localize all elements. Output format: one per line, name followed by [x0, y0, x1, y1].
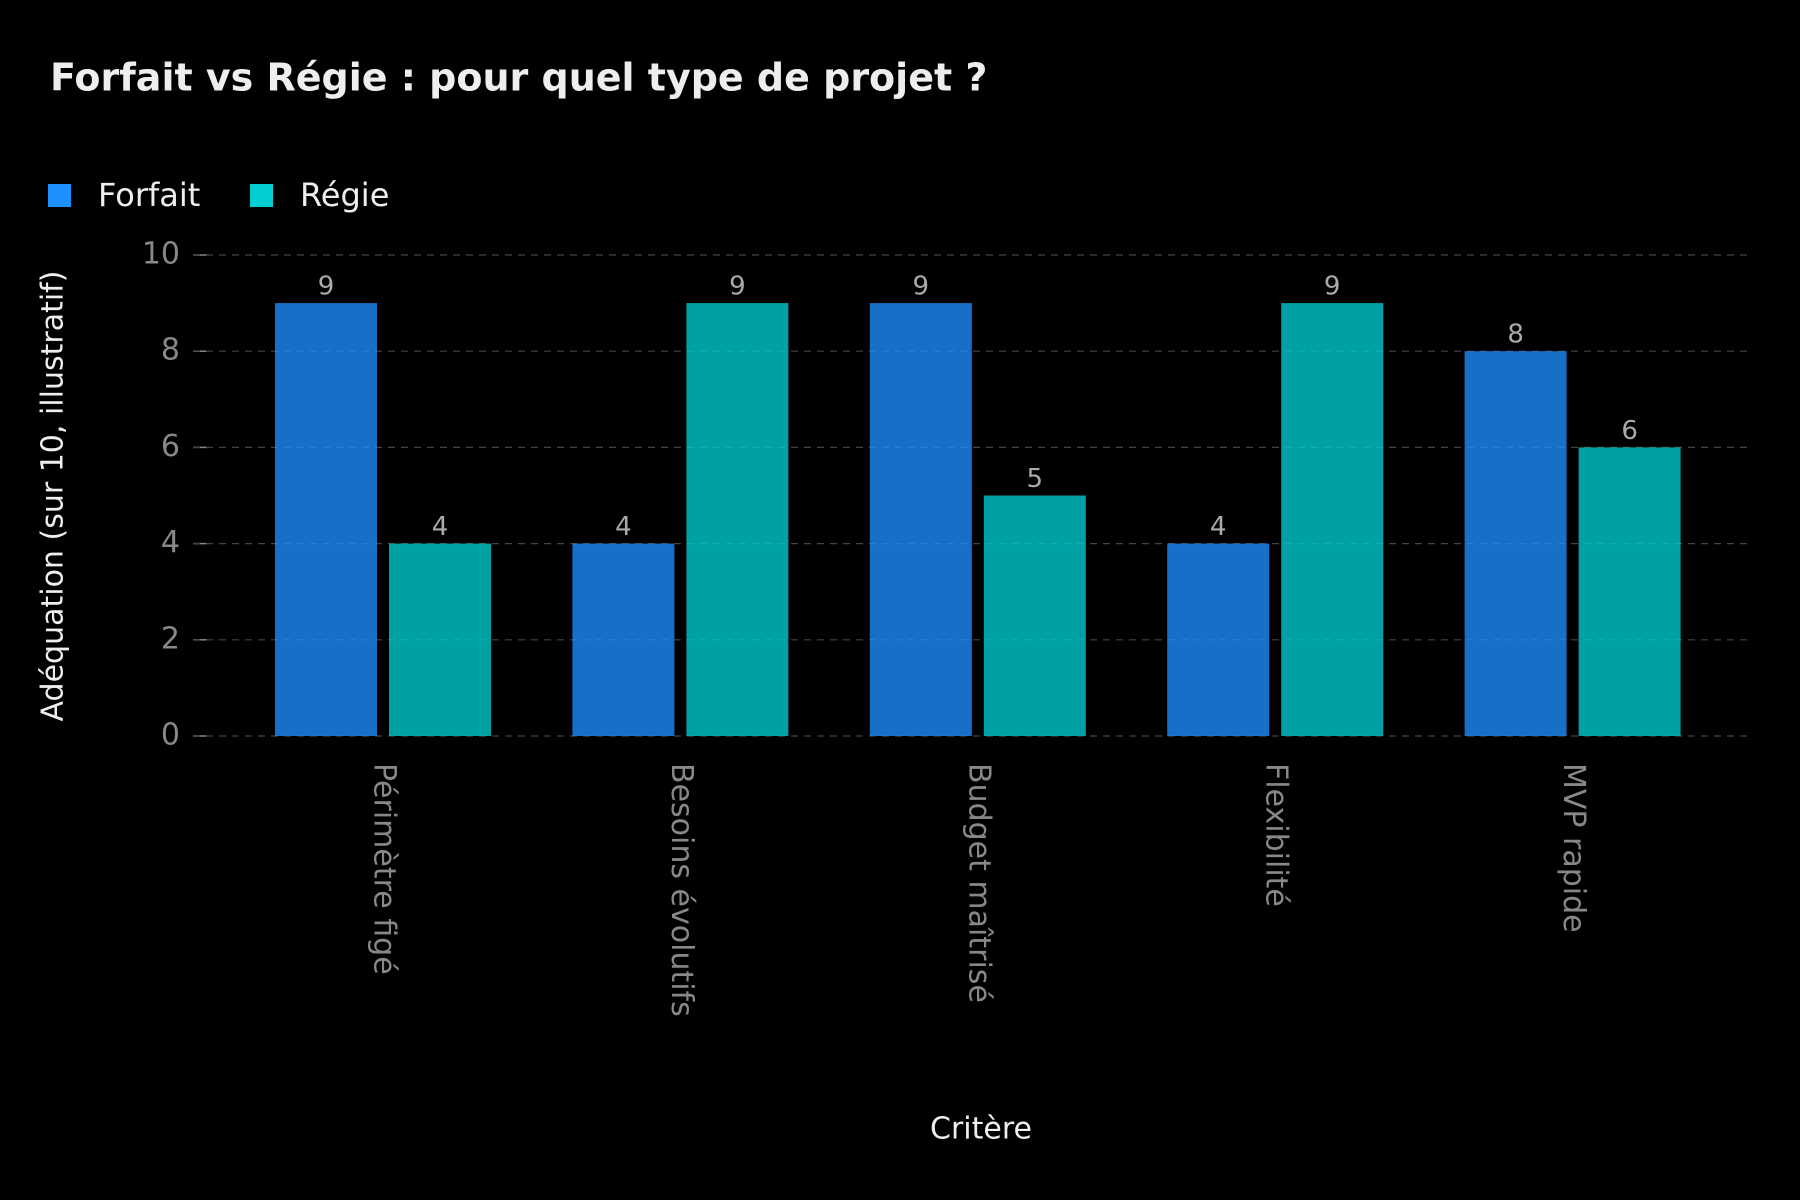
legend-swatch	[48, 184, 71, 207]
bar	[275, 303, 377, 736]
legend-label: Forfait	[98, 176, 200, 214]
x-tick-label: Flexibilité	[1259, 763, 1294, 907]
x-axis-label: Critère	[930, 1112, 1032, 1147]
bar	[1281, 303, 1384, 736]
bar	[983, 495, 1086, 736]
value-label: 4	[615, 512, 632, 542]
y-tick-label: 2	[161, 621, 180, 656]
bar	[1578, 447, 1681, 736]
legend-label: Régie	[300, 176, 389, 214]
y-tick-label: 8	[161, 333, 180, 368]
value-label: 8	[1507, 320, 1524, 350]
bar	[389, 543, 491, 736]
value-label: 4	[1210, 512, 1227, 542]
y-axis-label: Adéquation (sur 10, illustratif)	[36, 271, 71, 722]
value-label: 4	[432, 512, 449, 542]
chart-title: Forfait vs Régie : pour quel type de pro…	[50, 56, 987, 100]
y-tick-label: 0	[161, 718, 180, 753]
x-tick-label: Budget maîtrisé	[961, 763, 996, 1003]
value-label: 5	[1027, 464, 1044, 494]
y-tick-label: 4	[161, 525, 180, 560]
legend-swatch	[250, 184, 273, 207]
x-tick-label: MVP rapide	[1556, 763, 1591, 933]
value-label: 9	[318, 272, 335, 302]
bar	[686, 303, 789, 736]
bar	[869, 303, 972, 736]
bar	[572, 543, 675, 736]
x-tick-label: Besoins évolutifs	[664, 763, 699, 1017]
bar	[1167, 543, 1270, 736]
y-tick-label: 10	[142, 237, 180, 272]
value-label: 9	[913, 272, 930, 302]
y-tick-label: 6	[161, 429, 180, 464]
value-label: 6	[1621, 416, 1638, 446]
x-tick-label: Périmètre figé	[367, 763, 402, 975]
bar	[1464, 351, 1567, 736]
value-label: 9	[729, 272, 746, 302]
value-label: 9	[1324, 272, 1341, 302]
